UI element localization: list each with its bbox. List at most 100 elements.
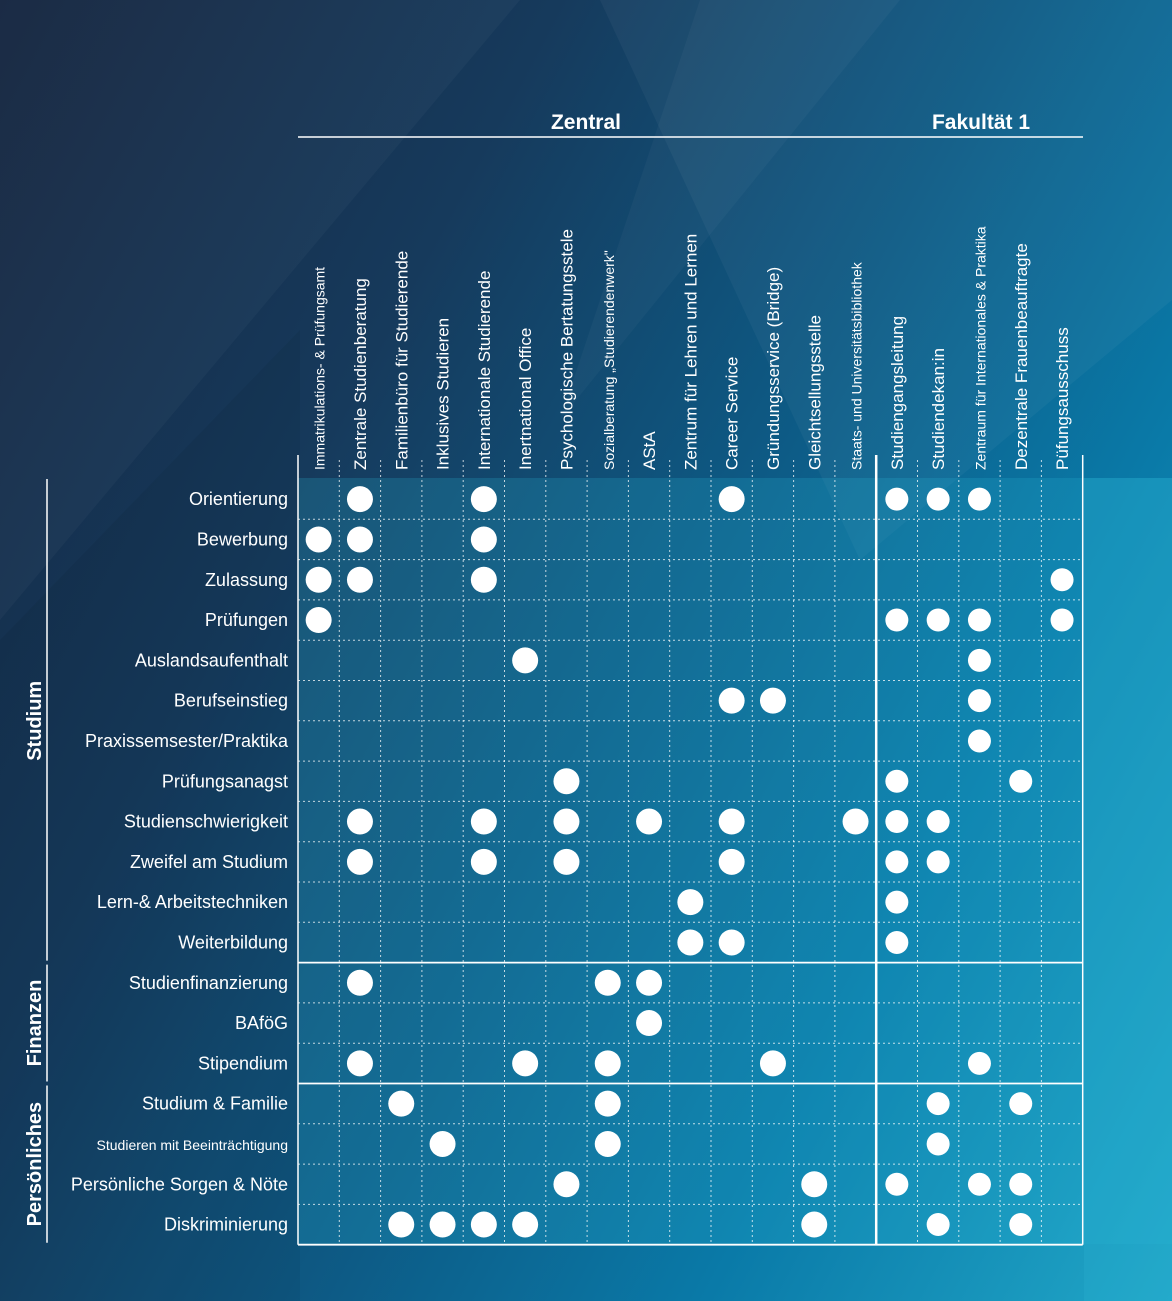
- group-labels: Studium Finanzen Persönliches: [24, 479, 48, 1243]
- row-label: Studienschwierigkeit: [124, 812, 288, 832]
- row-label: Lern-& Arbeitstechniken: [97, 892, 288, 912]
- marker-dot: [1009, 1213, 1033, 1237]
- marker-dot: [885, 890, 909, 914]
- row-label: BAföG: [235, 1013, 288, 1033]
- marker-dot: [470, 486, 497, 513]
- marker-dot: [1009, 1092, 1033, 1116]
- marker-dot: [677, 889, 704, 916]
- marker-dot: [718, 929, 745, 956]
- row-label: Berufseinstieg: [174, 691, 288, 711]
- column-header: Studiendekan:in: [929, 348, 948, 470]
- row-label: Studienfinanzierung: [129, 973, 288, 993]
- marker-dot: [470, 848, 497, 875]
- marker-dot: [926, 1132, 950, 1156]
- marker-dot: [346, 848, 373, 875]
- marker-dot: [885, 487, 909, 511]
- marker-dot: [388, 1090, 415, 1117]
- column-header: Psychologische Bertatungsstele: [557, 229, 576, 470]
- marker-dot: [512, 1050, 539, 1077]
- marker-dots: [305, 486, 1074, 1238]
- marker-dot: [594, 1050, 621, 1077]
- header-fakultaet: Fakultät 1: [932, 111, 1030, 134]
- column-header: Dezentrale Frauenbeauftragte: [1012, 243, 1031, 470]
- marker-dot: [512, 647, 539, 674]
- group-label: Persönliches: [24, 1102, 46, 1227]
- marker-dot: [885, 1172, 909, 1196]
- marker-dot: [594, 969, 621, 996]
- row-label: Zulassung: [205, 570, 288, 590]
- marker-dot: [926, 1213, 950, 1237]
- marker-dot: [967, 487, 991, 511]
- marker-dot: [926, 487, 950, 511]
- row-label: Bewerbung: [197, 529, 288, 549]
- marker-dot: [305, 607, 332, 634]
- row-label: Prüfungsanagst: [162, 771, 288, 791]
- column-header: Zentraum für Internationales & Praktika: [972, 226, 988, 470]
- row-label: Praxissemsester/Praktika: [85, 731, 289, 751]
- header-zentral: Zentral: [551, 111, 621, 134]
- column-header: Zentrale Studienberatung: [351, 278, 370, 470]
- row-labels: Orientierung Bewerbung Zulassung Prüfungen A…: [71, 489, 289, 1234]
- marker-dot: [512, 1211, 539, 1238]
- marker-dot: [594, 1130, 621, 1157]
- marker-dot: [346, 969, 373, 996]
- group-label: Finanzen: [24, 980, 46, 1067]
- column-header: Sozialberatung „Studierendenwerk": [601, 250, 617, 470]
- marker-dot: [305, 526, 332, 553]
- marker-dot: [470, 808, 497, 835]
- column-header: Zentrum für Lehren und Lernen: [681, 234, 700, 470]
- marker-dot: [967, 648, 991, 672]
- marker-dot: [429, 1130, 456, 1157]
- column-header: Staats- und Universitätsbibliothek: [849, 261, 865, 470]
- row-label: Studium & Familie: [142, 1094, 288, 1114]
- row-label: Prüfungen: [205, 610, 288, 630]
- column-header: AStA: [640, 431, 659, 470]
- column-headers: Immatrikulations- & Prüfungsamt Zentrale …: [312, 226, 1072, 470]
- marker-dot: [801, 1211, 828, 1238]
- marker-dot: [553, 848, 580, 875]
- column-header: Familienbüro für Studierende: [392, 251, 411, 470]
- marker-dot: [346, 486, 373, 513]
- marker-dot: [1050, 568, 1074, 592]
- column-header: Inertnational Office: [516, 328, 535, 470]
- marker-dot: [885, 769, 909, 793]
- grid-lines: [297, 455, 1084, 1246]
- marker-dot: [926, 850, 950, 874]
- marker-dot: [926, 810, 950, 834]
- marker-dot: [967, 689, 991, 713]
- marker-dot: [967, 1172, 991, 1196]
- marker-dot: [553, 808, 580, 835]
- table-highlight-right: [1084, 478, 1172, 1301]
- row-label: Orientierung: [189, 489, 288, 509]
- marker-dot: [470, 1211, 497, 1238]
- marker-dot: [553, 1171, 580, 1198]
- marker-dot: [1009, 769, 1033, 793]
- marker-dot: [346, 526, 373, 553]
- marker-dot: [470, 566, 497, 593]
- marker-dot: [967, 608, 991, 632]
- marker-dot: [885, 850, 909, 874]
- marker-dot: [470, 526, 497, 553]
- row-label: Diskriminierung: [164, 1215, 288, 1235]
- marker-dot: [885, 810, 909, 834]
- row-label: Stipendium: [198, 1053, 288, 1073]
- marker-dot: [842, 808, 869, 835]
- marker-dot: [346, 1050, 373, 1077]
- column-header: Internationale Studierende: [475, 271, 494, 470]
- column-header: Inklusives Studieren: [434, 318, 453, 470]
- marker-dot: [926, 608, 950, 632]
- column-header: Studiengangsleitung: [888, 316, 907, 470]
- column-header: Immatrikulations- & Prüfungsamt: [312, 267, 328, 470]
- marker-dot: [718, 486, 745, 513]
- marker-dot: [885, 930, 909, 954]
- row-label: Auslandsaufenthalt: [135, 650, 288, 670]
- column-header: Gründungsservice (Bridge): [764, 267, 783, 470]
- marker-dot: [1050, 608, 1074, 632]
- marker-dot: [718, 848, 745, 875]
- marker-dot: [388, 1211, 415, 1238]
- marker-dot: [718, 687, 745, 714]
- row-label: Persönliche Sorgen & Nöte: [71, 1174, 288, 1194]
- marker-dot: [801, 1171, 828, 1198]
